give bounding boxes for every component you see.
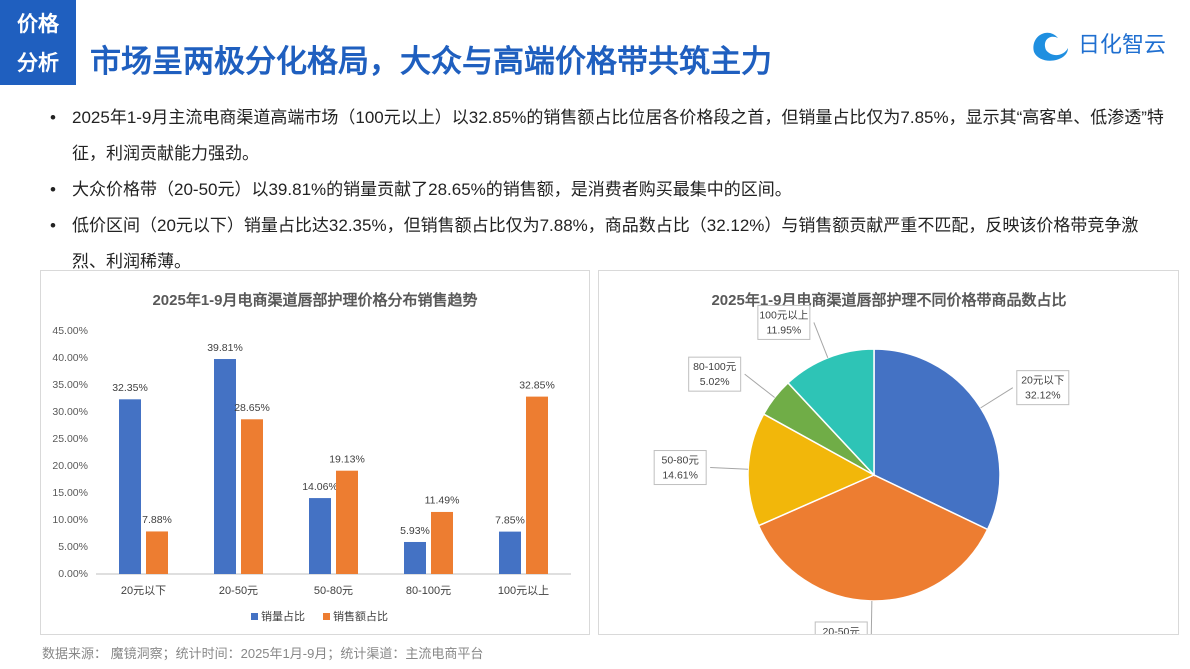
slice-label: 50-80元 14.61% bbox=[661, 454, 699, 481]
y-tick-label: 30.00% bbox=[52, 406, 88, 418]
bar bbox=[431, 511, 453, 574]
tag-line: 分析 bbox=[17, 51, 59, 75]
bar bbox=[309, 498, 331, 574]
value-label: 7.88% bbox=[142, 514, 172, 526]
label-box bbox=[757, 304, 811, 340]
slice-category: 80-100元 bbox=[693, 361, 737, 373]
tag-line: 价格 bbox=[17, 13, 59, 37]
leader-line bbox=[980, 387, 1014, 409]
slice-value: 5.02% bbox=[700, 376, 730, 388]
bullet: 低价区间（20元以下）销量占比达32.35%，但销售额占比仅为7.88%，商品数… bbox=[48, 208, 1168, 280]
x-tick-label: 20元以下 bbox=[121, 585, 166, 597]
bullet: 大众价格带（20-50元）以39.81%的销量贡献了28.65%的销售额，是消费… bbox=[48, 172, 1168, 208]
legend-swatch bbox=[251, 613, 258, 620]
leader-line bbox=[813, 322, 829, 358]
pie-slice bbox=[873, 348, 1001, 531]
slice-label: 100元以上 11.95% bbox=[759, 309, 808, 336]
y-tick-label: 0.00% bbox=[58, 568, 88, 580]
slice-category: 20元以下 bbox=[1021, 374, 1064, 386]
pie-slice bbox=[747, 413, 876, 527]
y-tick-label: 25.00% bbox=[52, 433, 88, 445]
value-label: 11.49% bbox=[425, 495, 460, 507]
chart-title: 2025年1-9月电商渠道唇部护理价格分布销售趋势 bbox=[152, 291, 477, 309]
bar bbox=[526, 396, 548, 574]
y-tick-label: 15.00% bbox=[52, 487, 88, 499]
value-label: 7.85% bbox=[495, 514, 525, 526]
y-tick-label: 35.00% bbox=[52, 379, 88, 391]
slice-category: 50-80元 bbox=[661, 454, 699, 466]
label-box bbox=[688, 356, 742, 392]
section-tag: 价格 分析 bbox=[0, 0, 76, 85]
bullet: 2025年1-9月主流电商渠道高端市场（100元以上）以32.85%的销售额占比… bbox=[48, 100, 1168, 172]
x-tick-label: 80-100元 bbox=[406, 585, 451, 597]
legend-label: 销量占比 bbox=[261, 609, 305, 623]
y-tick-label: 40.00% bbox=[52, 352, 88, 364]
label-box bbox=[653, 450, 707, 486]
bar bbox=[214, 359, 236, 574]
logo-text: 日化智云 bbox=[1078, 32, 1166, 57]
slice-label: 20元以下 32.12% bbox=[1021, 374, 1064, 401]
y-tick-label: 5.00% bbox=[58, 541, 88, 553]
bar bbox=[499, 531, 521, 574]
logo: 日化智云 bbox=[1033, 32, 1166, 61]
leader-line bbox=[710, 467, 749, 470]
slide-title: 市场呈两极分化格局，大众与高端价格带共筑主力 bbox=[90, 44, 772, 79]
value-label: 32.85% bbox=[519, 379, 555, 391]
x-tick-label: 50-80元 bbox=[314, 585, 353, 597]
slice-value: 32.12% bbox=[1025, 389, 1061, 401]
leader-line bbox=[744, 373, 775, 398]
x-tick-label: 100元以上 bbox=[498, 584, 549, 597]
y-tick-label: 10.00% bbox=[52, 514, 88, 526]
leader-line bbox=[870, 600, 873, 634]
value-label: 5.93% bbox=[400, 525, 430, 537]
pie-slice bbox=[757, 474, 989, 602]
chart-title: 2025年1-9月电商渠道唇部护理不同价格带商品数占比 bbox=[711, 291, 1066, 309]
value-label: 28.65% bbox=[234, 402, 270, 414]
slice-value: 11.95% bbox=[766, 324, 801, 336]
slice-category: 20-50元 bbox=[823, 626, 861, 635]
source-note: 数据来源： 魔镜洞察；统计时间：2025年1月-9月；统计渠道：主流电商平台 bbox=[42, 646, 484, 661]
bar-chart: 2025年1-9月电商渠道唇部护理价格分布销售趋势 0.00% 5.00% 10.00… bbox=[40, 270, 590, 635]
bar bbox=[404, 541, 426, 574]
slice-category: 100元以上 bbox=[759, 309, 808, 321]
bar bbox=[119, 399, 141, 574]
x-tick-label: 20-50元 bbox=[219, 585, 258, 597]
bar bbox=[241, 419, 263, 574]
slice-label: 80-100元 5.02% bbox=[693, 361, 737, 388]
pie-slice bbox=[786, 348, 875, 477]
bullet-list: 2025年1-9月主流电商渠道高端市场（100元以上）以32.85%的销售额占比… bbox=[48, 100, 1168, 280]
bar bbox=[146, 531, 168, 574]
legend-label: 销售额占比 bbox=[333, 609, 388, 623]
slice-value: 14.61% bbox=[662, 469, 698, 481]
slice-label: 20-50元36.30% bbox=[823, 626, 861, 635]
label-box bbox=[814, 621, 868, 634]
value-label: 14.06% bbox=[302, 481, 338, 493]
y-tick-label: 45.00% bbox=[52, 325, 88, 337]
value-label: 39.81% bbox=[207, 342, 243, 354]
value-label: 32.35% bbox=[112, 382, 148, 394]
label-box bbox=[1016, 370, 1070, 406]
y-tick-label: 20.00% bbox=[52, 460, 88, 472]
value-label: 19.13% bbox=[329, 453, 365, 465]
legend-swatch bbox=[323, 613, 330, 620]
bar bbox=[336, 470, 358, 574]
